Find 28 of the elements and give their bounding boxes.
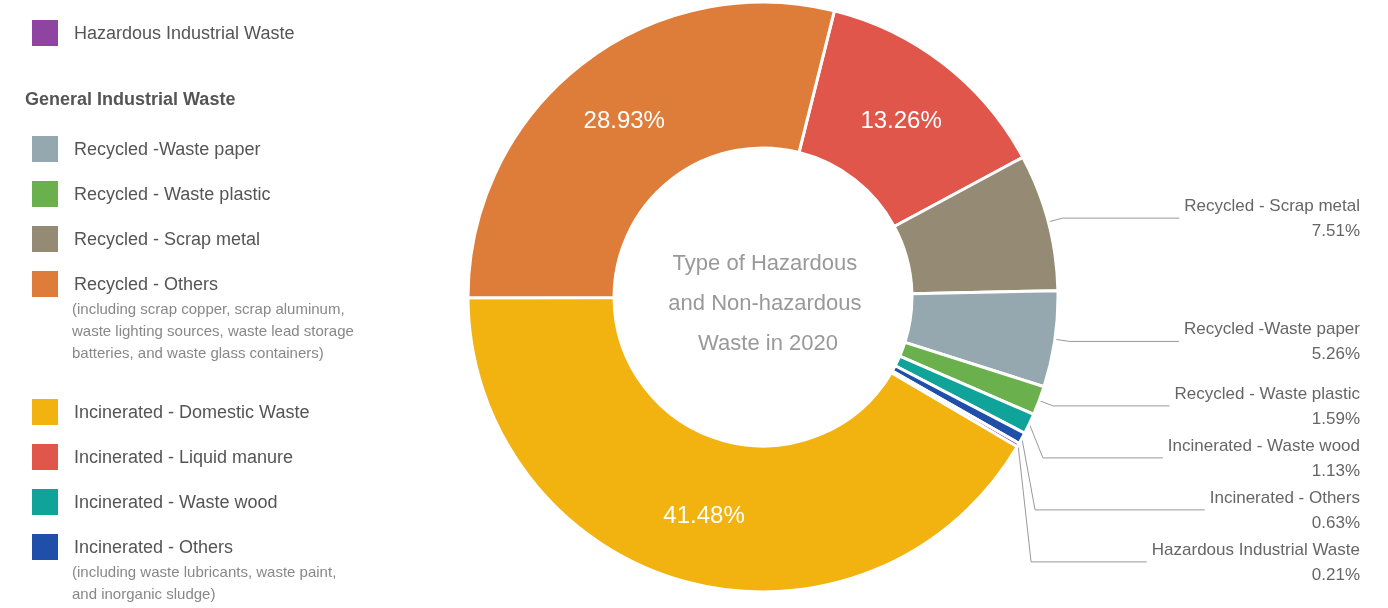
legend-label: Incinerated - Liquid manure — [74, 447, 294, 467]
data-label: 1.59% — [1311, 408, 1360, 428]
data-label: 1.13% — [1311, 460, 1360, 480]
data-label: 7.51% — [1311, 221, 1360, 241]
slice-label: Recycled -Waste paper — [1183, 319, 1361, 339]
data-label: 41.48% — [663, 500, 745, 528]
slice-label: Incinerated - Waste wood — [1167, 435, 1360, 455]
data-label: 5.26% — [1311, 344, 1360, 364]
text: Type of Hazardous and Non-hazardous Waste in 2020 — [668, 249, 868, 355]
text: (including scrap copper, scrap aluminum, waste lighting sources, waste lead storage batteries, and waste glass containers) — [71, 299, 358, 361]
data-label: 0.21% — [1311, 564, 1360, 584]
legend-label: Recycled -Waste paper — [74, 139, 261, 159]
data-label: 28.93% — [583, 106, 665, 134]
legend-label: Recycled - Scrap metal — [74, 229, 261, 249]
slice-label: Incinerated - Others — [1209, 487, 1360, 507]
slice-label: Recycled - Waste plastic — [1174, 383, 1361, 403]
legend-label: Incinerated - Waste wood — [74, 492, 278, 512]
data-label: 13.26% — [860, 105, 942, 133]
text: (including waste lubricants, waste paint, and inorganic sludge) — [72, 562, 341, 602]
slice-label: Hazardous Industrial Waste — [1151, 539, 1360, 559]
legend-label: Incinerated - Others — [74, 537, 234, 557]
legend-label: Recycled - Waste plastic — [74, 184, 271, 204]
legend-label: Incinerated - Domestic Waste — [74, 402, 310, 422]
legend-label: Hazardous Industrial Waste — [74, 23, 295, 43]
slice-label: Recycled - Scrap metal — [1184, 196, 1360, 216]
data-label: 0.63% — [1311, 512, 1360, 532]
legend-title: General Industrial Waste — [25, 89, 236, 109]
legend-label: Recycled - Others — [74, 274, 219, 294]
